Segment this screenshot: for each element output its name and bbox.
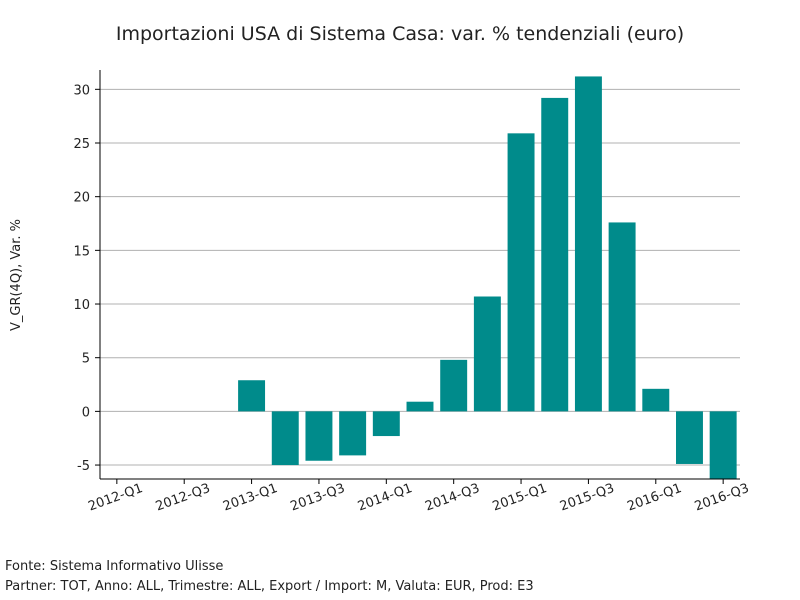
bar [676,411,703,464]
y-tick-label: 30 [73,83,90,98]
y-tick-label: 10 [73,298,90,313]
x-tick-label: 2015-Q3 [558,481,616,515]
bar [271,411,299,466]
bar [473,296,501,412]
footer-line: Fonte: Sistema Informativo Ulisse [5,559,223,574]
bar [406,401,434,412]
bar [541,97,569,412]
bar [339,411,367,456]
x-tick-label: 2015-Q1 [491,481,549,515]
x-tick-label: 2012-Q3 [154,481,212,515]
x-tick-label: 2012-Q1 [86,481,144,515]
chart-title: Importazioni USA di Sistema Casa: var. %… [116,23,684,45]
y-tick-label: -5 [77,459,90,474]
bar [238,380,266,412]
x-tick-label: 2014-Q1 [356,481,414,515]
bar [574,76,602,412]
x-tick-label: 2013-Q1 [221,481,279,515]
bar [709,411,737,479]
bar [305,411,333,461]
y-tick-label: 15 [73,244,90,259]
x-tick-label: 2014-Q3 [423,481,481,515]
y-tick-label: 5 [82,352,90,367]
bar [440,359,468,412]
y-axis-label: V_GR(4Q), Var. % [9,219,24,331]
bar [372,411,400,437]
footer-line: Partner: TOT, Anno: ALL, Trimestre: ALL,… [5,579,534,594]
bar [642,388,670,412]
bar [507,133,535,412]
y-tick-label: 0 [82,405,90,420]
bar [608,222,636,412]
y-tick-label: 25 [73,137,90,152]
y-tick-label: 20 [73,191,90,206]
x-tick-label: 2016-Q1 [625,481,683,515]
x-tick-label: 2016-Q3 [693,481,751,515]
x-tick-label: 2013-Q3 [289,481,347,515]
